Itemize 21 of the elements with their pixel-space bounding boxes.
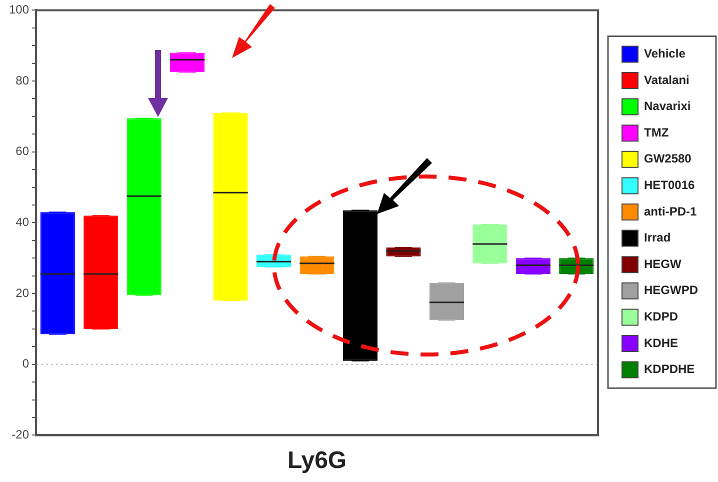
- legend-label: HEGW: [644, 256, 682, 271]
- legend-label: anti-PD-1: [644, 204, 697, 218]
- legend-label: KDPD: [644, 310, 678, 324]
- legend-label: Irrad: [644, 230, 671, 245]
- legend-label: Navarixi: [644, 99, 691, 114]
- y-tick-label: 80: [16, 73, 30, 88]
- legend-label: KDHE: [644, 336, 678, 350]
- legend-label: Vehicle: [644, 46, 686, 61]
- y-tick-label: 100: [8, 2, 30, 17]
- y-tick-label: 60: [16, 144, 30, 158]
- x-axis-title: Ly6G: [287, 447, 347, 474]
- legend-label: Vatalani: [644, 72, 690, 87]
- legend-label: HEGWPD: [644, 283, 698, 298]
- y-tick-label: 40: [16, 215, 30, 230]
- y-tick-label: -20: [12, 428, 30, 442]
- y-tick-label: 20: [16, 286, 30, 300]
- legend-label: TMZ: [644, 125, 669, 140]
- y-tick-label: 0: [22, 356, 30, 371]
- legend-label: HET0016: [644, 178, 696, 192]
- legend-label: GW2580: [644, 152, 692, 166]
- legend-label: KDPDHE: [644, 362, 695, 376]
